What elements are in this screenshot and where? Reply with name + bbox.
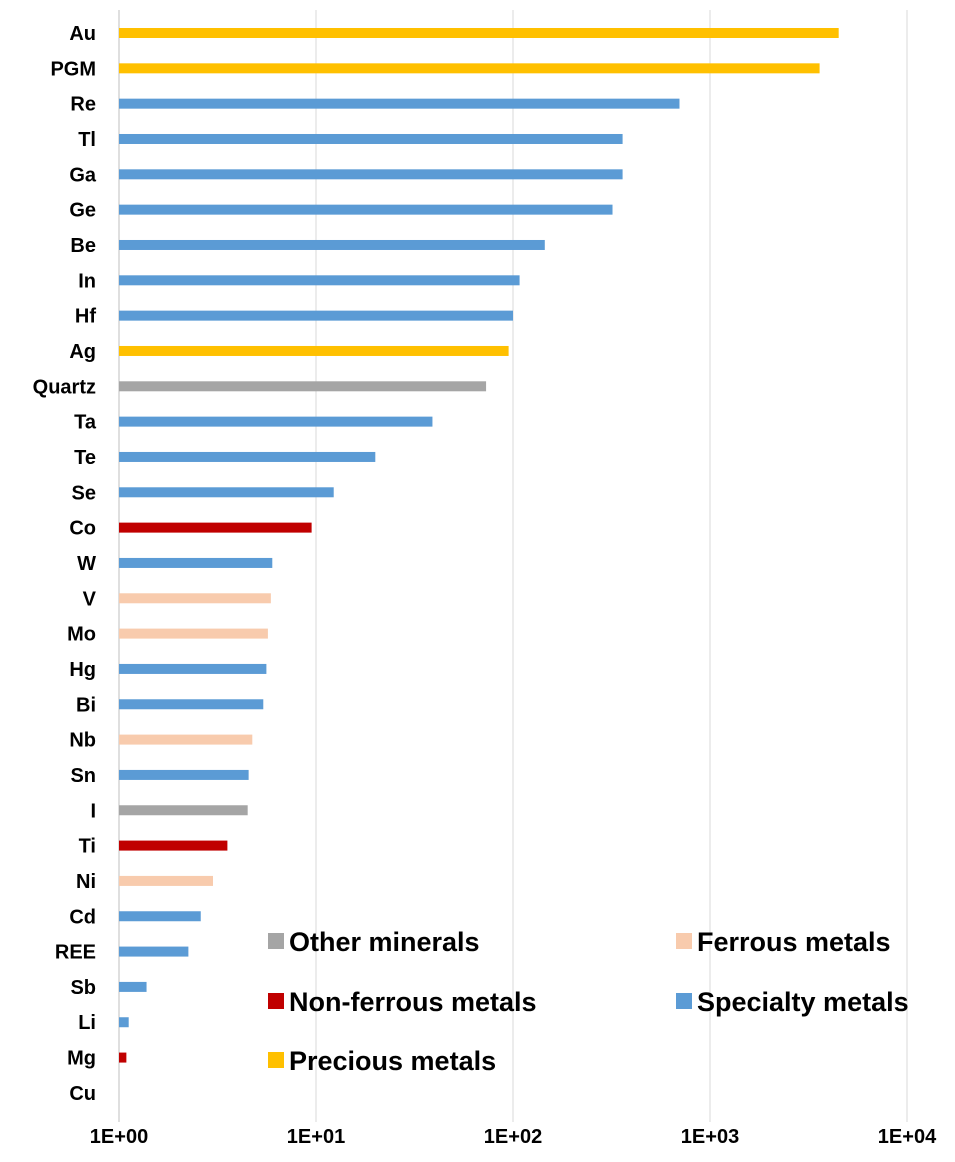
- legend-label-precious-metals: Precious metals: [289, 1046, 496, 1076]
- legend: Other minerals Ferrous metals Non-ferrous …: [268, 927, 909, 1076]
- bar-sn: [119, 769, 249, 780]
- bar-co: [119, 522, 312, 533]
- category-label-i: I: [90, 800, 96, 822]
- bar-re: [119, 98, 680, 109]
- bar-bi: [119, 699, 264, 710]
- bar-nb: [119, 734, 253, 745]
- bar-mo: [119, 628, 268, 639]
- category-label-ree: REE: [55, 942, 96, 964]
- bar-hg: [119, 663, 267, 674]
- category-label-be: Be: [70, 235, 96, 257]
- legend-swatch-non-ferrous-metals: [268, 993, 284, 1009]
- category-label-ni: Ni: [76, 871, 96, 893]
- bar-quartz: [119, 381, 487, 392]
- x-tick-label: 1E+01: [287, 1126, 345, 1148]
- category-label-v: V: [83, 588, 97, 610]
- bar-be: [119, 239, 545, 250]
- category-label-au: Au: [69, 23, 96, 45]
- category-label-hf: Hf: [75, 306, 96, 328]
- legend-item-ferrous-metals: Ferrous metals: [676, 927, 891, 957]
- category-label-li: Li: [78, 1012, 96, 1034]
- bar-w: [119, 557, 273, 568]
- category-label-sn: Sn: [70, 765, 96, 787]
- category-label-w: W: [77, 553, 96, 575]
- category-label-in: In: [78, 270, 96, 292]
- bar-pgm: [119, 63, 820, 74]
- category-labels: Au PGM Re Tl Ga Ge Be In Hf Ag Quartz Ta Te Se Co WV Mo H…: [33, 23, 97, 1105]
- legend-swatch-ferrous-metals: [676, 933, 692, 949]
- category-label-pgm: PGM: [50, 58, 96, 80]
- legend-label-non-ferrous-metals: Non-ferrous metals: [289, 987, 537, 1017]
- category-label-te: Te: [74, 447, 96, 469]
- category-label-bi: Bi: [76, 694, 96, 716]
- legend-label-ferrous-metals: Ferrous metals: [697, 927, 891, 957]
- bar-tl: [119, 133, 623, 144]
- category-label-ge: Ge: [69, 200, 96, 222]
- category-label-ta: Ta: [74, 412, 97, 434]
- category-label-ga: Ga: [69, 164, 97, 186]
- bar-ni: [119, 875, 213, 886]
- legend-swatch-specialty-metals: [676, 993, 692, 1009]
- bar-ree: [119, 946, 189, 957]
- category-label-ti: Ti: [79, 836, 96, 858]
- legend-item-other-minerals: Other minerals: [268, 927, 480, 957]
- legend-swatch-precious-metals: [268, 1052, 284, 1068]
- category-label-ag: Ag: [69, 341, 96, 363]
- legend-label-specialty-metals: Specialty metals: [697, 987, 909, 1017]
- category-label-re: Re: [70, 94, 96, 116]
- category-label-nb: Nb: [69, 730, 96, 752]
- bars: [119, 28, 839, 1063]
- category-label-mg: Mg: [67, 1048, 96, 1070]
- bar-mg: [119, 1052, 127, 1063]
- bar-ge: [119, 204, 613, 215]
- bar-i: [119, 805, 248, 816]
- bar-ti: [119, 840, 228, 851]
- category-label-cd: Cd: [69, 906, 96, 928]
- bar-ga: [119, 169, 623, 180]
- category-label-co: Co: [69, 518, 96, 540]
- bar-v: [119, 593, 271, 604]
- bar-sb: [119, 981, 147, 992]
- bar-ta: [119, 416, 433, 427]
- x-tick-label: 1E+00: [90, 1126, 148, 1148]
- bar-au: [119, 28, 839, 38]
- legend-swatch-other-minerals: [268, 933, 284, 949]
- bar-in: [119, 275, 520, 286]
- bar-ag: [119, 345, 509, 356]
- category-label-se: Se: [72, 482, 96, 504]
- category-label-hg: Hg: [69, 659, 96, 681]
- bar-se: [119, 487, 334, 498]
- gridlines: [118, 10, 908, 1122]
- category-label-quartz: Quartz: [33, 376, 96, 398]
- bar-hf: [119, 310, 513, 321]
- bar-cd: [119, 911, 201, 922]
- category-label-cu: Cu: [69, 1083, 96, 1105]
- category-label-mo: Mo: [67, 624, 96, 646]
- category-label-tl: Tl: [78, 129, 96, 151]
- bar-te: [119, 451, 376, 462]
- x-tick-labels: 1E+00 1E+01 1E+02 1E+03 1E+04: [90, 1126, 937, 1148]
- category-label-sb: Sb: [70, 977, 96, 999]
- x-tick-label: 1E+03: [681, 1126, 739, 1148]
- bar-li: [119, 1017, 129, 1028]
- legend-item-specialty-metals: Specialty metals: [676, 987, 909, 1017]
- x-tick-label: 1E+02: [484, 1126, 542, 1148]
- legend-item-non-ferrous-metals: Non-ferrous metals: [268, 987, 537, 1017]
- legend-item-precious-metals: Precious metals: [268, 1046, 496, 1076]
- legend-label-other-minerals: Other minerals: [289, 927, 480, 957]
- x-tick-label: 1E+04: [878, 1126, 937, 1148]
